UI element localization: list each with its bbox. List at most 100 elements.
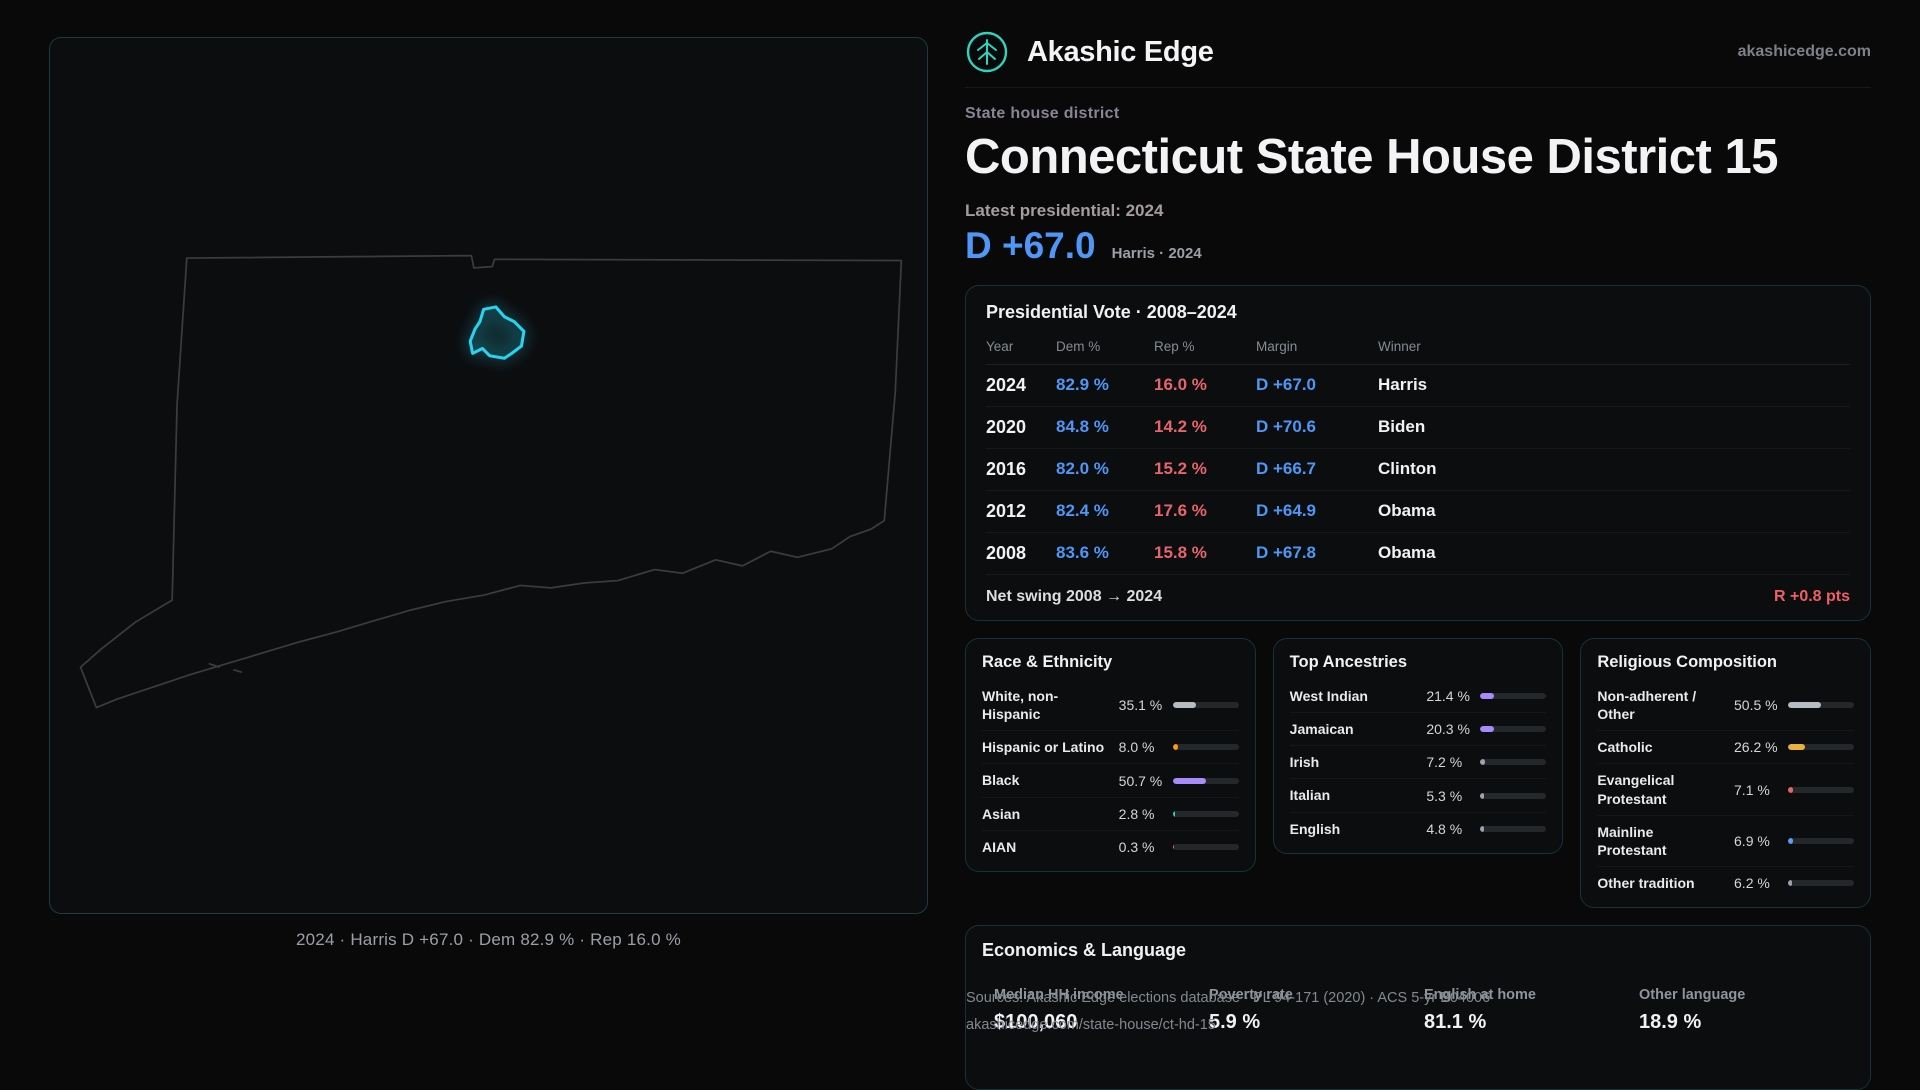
- demo-label: Other tradition: [1597, 875, 1695, 892]
- demo-value: 4.8 %: [1426, 820, 1463, 837]
- demo-value: 0.3 %: [1118, 838, 1155, 855]
- district-shape[interactable]: [468, 305, 526, 360]
- island-specks: [208, 662, 243, 673]
- col-dem: Dem %: [1056, 330, 1154, 365]
- map-column: 2024 · Harris D +67.0 · Dem 82.9 % · Rep…: [49, 37, 928, 950]
- demo-value: 50.7 %: [1118, 772, 1163, 789]
- demo-bar: [1788, 880, 1855, 887]
- demo-label: Asian: [982, 805, 1021, 822]
- demo-value: 6.2 %: [1734, 875, 1770, 892]
- demo-bar: [1480, 792, 1547, 799]
- demo-value: 35.1 %: [1118, 697, 1163, 714]
- cell-dem: 84.8 %: [1056, 406, 1154, 449]
- demo-bar-fill: [1172, 777, 1207, 784]
- list-item: White, non-Hispanic 35.1 %: [982, 680, 1239, 730]
- col-rep: Rep %: [1154, 330, 1256, 365]
- presidential-vote-card: Presidential Vote · 2008–2024 Year Dem %…: [965, 284, 1871, 621]
- demo-value: 7.1 %: [1734, 781, 1770, 798]
- card-title: Race & Ethnicity: [982, 652, 1113, 671]
- stat-label: Poverty rate: [1209, 987, 1293, 1004]
- cell-dem: 83.6 %: [1056, 532, 1154, 575]
- demo-bar-fill: [1480, 726, 1494, 733]
- card-title: Economics & Language: [982, 940, 1187, 961]
- cell-year: 2008: [986, 532, 1056, 575]
- col-winner: Winner: [1378, 330, 1850, 365]
- net-swing-row: Net swing 2008 → 2024 R +0.8 pts: [986, 575, 1850, 606]
- table-row[interactable]: 2020 84.8 % 14.2 % D +70.6 Biden: [986, 406, 1850, 449]
- demo-bar-fill: [1172, 702, 1196, 709]
- map-caption: 2024 · Harris D +67.0 · Dem 82.9 % · Rep…: [296, 930, 681, 949]
- table-row[interactable]: 2016 82.0 % 15.2 % D +66.7 Clinton: [986, 448, 1850, 491]
- demo-bar: [1788, 838, 1855, 845]
- demo-bar-fill: [1480, 792, 1484, 799]
- demo-bar: [1788, 702, 1855, 709]
- stat-value: $100,060: [994, 1011, 1078, 1034]
- net-swing-label: Net swing 2008 → 2024: [986, 587, 1163, 605]
- demo-bar-fill: [1172, 744, 1178, 751]
- cell-margin: D +64.9: [1256, 490, 1378, 533]
- demo-label: Jamaican: [1289, 721, 1354, 738]
- district-type-kicker: State house district: [965, 105, 1120, 122]
- cell-year: 2024: [986, 364, 1056, 407]
- state-outline: [79, 254, 903, 709]
- card-title: Presidential Vote · 2008–2024: [986, 301, 1237, 322]
- demo-value: 8.0 %: [1118, 739, 1155, 756]
- cell-dem: 82.0 %: [1056, 448, 1154, 491]
- cell-winner: Harris: [1378, 364, 1850, 407]
- demo-label: Non-adherent / Other: [1597, 687, 1697, 723]
- cell-rep: 14.2 %: [1154, 406, 1256, 449]
- card-title: Top Ancestries: [1289, 652, 1408, 671]
- demo-bar: [1480, 726, 1547, 733]
- cell-year: 2012: [986, 490, 1056, 533]
- list-item: English 4.8 %: [1289, 811, 1547, 845]
- demo-bar: [1172, 744, 1239, 751]
- demo-bar: [1788, 744, 1855, 751]
- cell-year: 2016: [986, 448, 1056, 491]
- cell-rep: 15.2 %: [1154, 448, 1256, 491]
- demo-bar-fill: [1788, 744, 1806, 751]
- demo-value: 2.8 %: [1118, 805, 1155, 822]
- demo-value: 6.9 %: [1734, 833, 1770, 850]
- header: Akashic Edge akashicedge.com: [965, 30, 1871, 88]
- list-item: West Indian 21.4 %: [1290, 680, 1547, 712]
- stat-value: 81.1 %: [1424, 1011, 1487, 1034]
- cell-winner: Obama: [1378, 532, 1850, 575]
- cell-margin: D +67.8: [1256, 532, 1378, 575]
- demo-label: White, non-Hispanic: [982, 687, 1059, 723]
- top-ancestries-card: Top Ancestries West Indian 21.4 % Jamaic…: [1272, 637, 1564, 854]
- headline-margin: D +67.0 Harris · 2024: [965, 225, 1871, 267]
- table-row[interactable]: 2024 82.9 % 16.0 % D +67.0 Harris: [986, 364, 1850, 407]
- demo-label: Irish: [1289, 754, 1320, 771]
- demo-label: English: [1289, 820, 1341, 837]
- demo-value: 7.2 %: [1426, 754, 1463, 771]
- demo-value: 20.3 %: [1426, 721, 1470, 738]
- demo-bar-fill: [1788, 838, 1793, 845]
- demo-bar-fill: [1480, 825, 1484, 832]
- demo-label: West Indian: [1289, 687, 1368, 704]
- demographics-row: Race & Ethnicity White, non-Hispanic 35.…: [965, 637, 1872, 909]
- list-item: Other tradition 6.2 %: [1597, 866, 1855, 899]
- cell-rep: 15.8 %: [1154, 532, 1256, 575]
- table-row[interactable]: 2012 82.4 % 17.6 % D +64.9 Obama: [986, 490, 1850, 533]
- site-domain[interactable]: akashicedge.com: [1737, 43, 1871, 60]
- list-item: AIAN 0.3 %: [982, 829, 1239, 863]
- list-item: Catholic 26.2 %: [1597, 730, 1855, 763]
- permalink[interactable]: akashicedge.com/state-house/ct-hd-15: [966, 1017, 1216, 1034]
- demo-label: Mainline Protestant: [1597, 823, 1667, 859]
- cell-rep: 16.0 %: [1154, 364, 1256, 407]
- stat-median-income: Median HH income $100,060: [994, 987, 1209, 1034]
- demo-bar-fill: [1788, 786, 1793, 793]
- table-header-row: Year Dem % Rep % Margin Winner: [986, 330, 1850, 365]
- list-item: Asian 2.8 %: [982, 796, 1239, 830]
- district-map[interactable]: [49, 37, 928, 914]
- table-row[interactable]: 2008 83.6 % 15.8 % D +67.8 Obama: [986, 532, 1850, 575]
- list-item: Hispanic or Latino 8.0 %: [982, 730, 1239, 763]
- list-item: Italian 5.3 %: [1289, 778, 1547, 811]
- cell-rep: 17.6 %: [1154, 490, 1256, 533]
- content-column: Akashic Edge akashicedge.com State house…: [965, 30, 1872, 1090]
- demo-bar-fill: [1480, 759, 1486, 766]
- demo-label: Evangelical Protestant: [1597, 772, 1675, 807]
- demo-bar: [1480, 759, 1547, 766]
- cell-dem: 82.9 %: [1056, 364, 1154, 407]
